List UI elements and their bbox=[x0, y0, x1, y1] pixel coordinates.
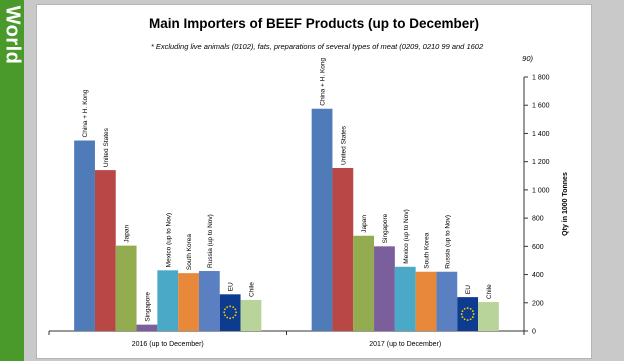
bar-series-label: China + H. Kong bbox=[82, 89, 89, 137]
eu-star bbox=[229, 305, 232, 308]
bar bbox=[353, 235, 375, 331]
bar bbox=[178, 273, 199, 331]
eu-star bbox=[226, 316, 229, 319]
eu-star bbox=[224, 314, 226, 317]
chart-title: Main Importers of BEEF Products (up to D… bbox=[149, 16, 479, 31]
bar-series-label: Chile bbox=[248, 282, 255, 297]
bar bbox=[115, 245, 137, 331]
side-label: World bbox=[1, 5, 24, 65]
bar bbox=[394, 266, 416, 331]
eu-star bbox=[460, 313, 463, 315]
eu-star bbox=[461, 316, 464, 318]
y-tick-label: 800 bbox=[532, 216, 544, 223]
y-axis-title: Qty in 1000 Tonnes bbox=[562, 172, 569, 236]
bar-series-label: Mexico (up to Nov) bbox=[403, 209, 410, 264]
y-tick-label: 600 bbox=[532, 244, 544, 251]
bar bbox=[136, 324, 158, 331]
beef-importers-chart: Main Importers of BEEF Products (up to D… bbox=[48, 16, 569, 348]
bar-series-label: China + H. Kong bbox=[320, 57, 327, 105]
eu-star bbox=[226, 306, 229, 309]
bar-series-label: Russia (up to Nov) bbox=[207, 214, 214, 268]
chart-subtitle-line-1: * Excluding live animals (0102), fats, p… bbox=[151, 42, 484, 51]
chart-subtitle-line-2: 90) bbox=[522, 54, 533, 63]
eu-star bbox=[463, 318, 466, 321]
bar-series-label: Singapore bbox=[382, 213, 389, 243]
chart-panel: Main Importers of BEEF Products (up to D… bbox=[36, 4, 592, 359]
x-category-label: 2016 (up to December) bbox=[132, 341, 204, 348]
bar bbox=[219, 294, 241, 331]
bar bbox=[478, 302, 499, 331]
bar bbox=[94, 170, 116, 331]
eu-star bbox=[463, 307, 466, 310]
eu-star bbox=[234, 314, 237, 317]
bar-series-label: South Korea bbox=[424, 232, 431, 269]
bar-series-label: South Korea bbox=[186, 234, 193, 271]
bar bbox=[240, 299, 262, 331]
y-tick-label: 1 200 bbox=[532, 159, 550, 166]
eu-star bbox=[229, 317, 232, 320]
y-tick-label: 400 bbox=[532, 272, 544, 279]
bar bbox=[457, 297, 479, 331]
x-category-label: 2017 (up to December) bbox=[369, 341, 441, 348]
bar-series-label: Chile bbox=[486, 284, 493, 299]
y-tick-label: 1 400 bbox=[532, 131, 550, 138]
bar bbox=[332, 168, 354, 331]
eu-star bbox=[469, 307, 472, 310]
y-tick-label: 1 000 bbox=[532, 187, 550, 194]
bar bbox=[157, 270, 179, 331]
bar-series-label: Singapore bbox=[144, 292, 151, 322]
bar-series-label: Japan bbox=[124, 225, 131, 243]
eu-star bbox=[471, 316, 474, 318]
y-tick-label: 1 600 bbox=[532, 103, 550, 110]
eu-star bbox=[223, 311, 226, 314]
bar-series-label: Russia (up to Nov) bbox=[444, 215, 451, 269]
eu-star bbox=[472, 313, 475, 315]
bar-series-label: Japan bbox=[361, 215, 368, 233]
plot-area: 0 200 400 600 800 1 000 1 200 1 400 1 600 1 800 Ch… bbox=[48, 57, 550, 348]
right-margin-strip bbox=[604, 0, 624, 361]
eu-star bbox=[469, 318, 472, 321]
eu-star bbox=[234, 308, 237, 311]
bar bbox=[311, 108, 333, 331]
bar bbox=[415, 271, 437, 331]
eu-star bbox=[232, 316, 235, 319]
eu-star bbox=[232, 306, 235, 309]
eu-star bbox=[235, 311, 238, 314]
bar-series-label: EU bbox=[465, 285, 472, 294]
bar-series-label: Mexico (up to Nov) bbox=[165, 213, 172, 268]
eu-star bbox=[461, 310, 464, 312]
bar bbox=[74, 140, 95, 331]
y-tick-label: 0 bbox=[532, 329, 536, 336]
eu-star bbox=[471, 310, 474, 312]
y-tick-label: 1 800 bbox=[532, 75, 550, 82]
bar-series-label: United States bbox=[103, 127, 110, 167]
bar-series-label: EU bbox=[228, 282, 235, 291]
bar bbox=[198, 271, 220, 331]
y-tick-label: 200 bbox=[532, 300, 544, 307]
eu-star bbox=[466, 307, 469, 309]
bar bbox=[374, 246, 395, 331]
bar-series-label: United States bbox=[340, 125, 347, 165]
bar bbox=[436, 271, 458, 331]
green-side-strip: World bbox=[0, 0, 24, 361]
eu-star bbox=[224, 308, 226, 311]
eu-star bbox=[466, 319, 469, 321]
